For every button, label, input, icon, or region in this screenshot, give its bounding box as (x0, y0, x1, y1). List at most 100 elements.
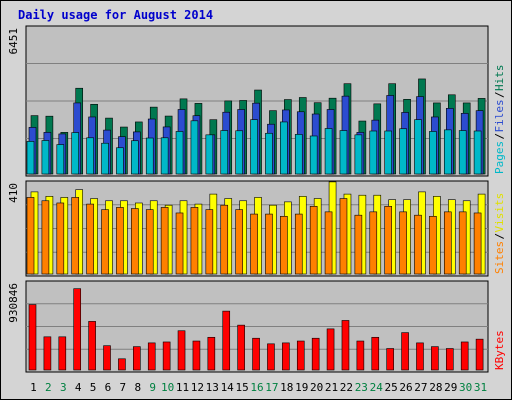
bar-visitors-sites-day-27 (414, 214, 422, 275)
bar-traffic-pages-day-24 (369, 130, 378, 175)
x-tick-label-28: 28 (429, 381, 442, 394)
bar-traffic-pages-day-13 (205, 134, 214, 175)
bar-traffic-pages-day-29 (443, 129, 452, 175)
bar-traffic-pages-day-7 (116, 147, 124, 175)
x-tick-label-21: 21 (325, 381, 338, 394)
legend-files: Files (493, 99, 506, 132)
bar-visitors-sites-day-21 (324, 211, 333, 275)
bar-kbytes-kbytes-day-29 (445, 348, 454, 371)
bar-visitors-sites-day-29 (443, 211, 452, 275)
x-tick-label-26: 26 (399, 381, 412, 394)
bar-traffic-pages-day-21 (324, 128, 333, 175)
bar-visitors-sites-day-15 (235, 209, 243, 275)
x-tick-label-10: 10 (161, 381, 174, 394)
bar-traffic-pages-day-8 (131, 140, 139, 175)
bar-kbytes-kbytes-day-9 (147, 342, 156, 371)
x-tick-label-19: 19 (295, 381, 308, 394)
bar-traffic-pages-day-23 (354, 134, 363, 175)
x-tick-label-27: 27 (414, 381, 427, 394)
x-tick-label-2: 2 (45, 381, 52, 394)
x-tick-label-4: 4 (75, 381, 82, 394)
bar-traffic-pages-day-1 (26, 141, 35, 175)
bar-kbytes-kbytes-day-6 (103, 345, 111, 371)
bar-kbytes-kbytes-day-19 (296, 340, 305, 371)
x-tick-label-30: 30 (459, 381, 472, 394)
bar-kbytes-kbytes-day-27 (416, 342, 424, 371)
bar-traffic-pages-day-27 (414, 119, 422, 175)
bar-kbytes-kbytes-day-8 (133, 346, 141, 371)
bar-visitors-sites-day-25 (384, 206, 392, 275)
bar-visitors-sites-day-12 (190, 207, 199, 275)
legend-sites: Sites (493, 241, 506, 274)
chart-title: Daily usage for August 2014 (18, 8, 213, 22)
bar-traffic-pages-day-22 (339, 130, 348, 175)
bar-visitors-sites-day-6 (101, 209, 109, 275)
bar-kbytes-kbytes-day-31 (475, 338, 484, 371)
bar-kbytes-kbytes-day-14 (222, 310, 231, 371)
bar-traffic-pages-day-2 (41, 140, 50, 175)
bar-kbytes-kbytes-day-22 (341, 320, 350, 371)
bar-traffic-pages-day-17 (265, 132, 273, 175)
bar-kbytes-kbytes-day-4 (73, 288, 82, 371)
bar-kbytes-kbytes-day-15 (237, 324, 245, 371)
bar-visitors-sites-day-10 (160, 207, 169, 275)
bar-visitors-sites-day-19 (294, 213, 303, 275)
x-tick-label-22: 22 (340, 381, 353, 394)
bar-visitors-sites-day-11 (175, 212, 184, 275)
x-tick-label-6: 6 (105, 381, 112, 394)
bar-visitors-sites-day-14 (220, 204, 229, 275)
bar-visitors-sites-day-16 (250, 213, 258, 275)
x-tick-label-18: 18 (280, 381, 293, 394)
x-tick-label-9: 9 (149, 381, 156, 394)
bar-kbytes-kbytes-day-11 (177, 330, 186, 371)
x-tick-label-15: 15 (235, 381, 248, 394)
bar-kbytes-kbytes-day-26 (401, 332, 409, 371)
bar-traffic-pages-day-18 (280, 121, 288, 175)
bar-kbytes-kbytes-day-25 (386, 348, 394, 371)
bar-traffic-pages-day-26 (399, 128, 407, 175)
panel-traffic-max-label: 6451 (7, 28, 20, 55)
bar-visitors-sites-day-23 (354, 214, 363, 275)
bar-visitors-sites-day-31 (473, 212, 482, 275)
x-tick-label-17: 17 (265, 381, 278, 394)
bar-traffic-pages-day-3 (56, 144, 65, 175)
bar-kbytes-kbytes-day-24 (371, 336, 380, 371)
bar-traffic-pages-day-30 (458, 130, 467, 175)
legend-kbytes: KBytes (493, 330, 506, 370)
bar-traffic-pages-day-10 (160, 137, 169, 175)
bar-traffic-pages-day-19 (294, 134, 303, 175)
bar-visitors-sites-day-26 (399, 211, 407, 275)
bar-visitors-sites-day-18 (280, 215, 288, 275)
bar-visitors-sites-day-13 (205, 209, 214, 275)
legend-separator: / (493, 91, 506, 98)
x-tick-label-16: 16 (250, 381, 263, 394)
legend-visits: Visits (493, 193, 506, 233)
bar-visitors-sites-day-22 (339, 198, 348, 275)
bar-kbytes-kbytes-day-7 (118, 358, 126, 371)
bar-visitors-sites-day-7 (116, 207, 124, 275)
x-tick-label-5: 5 (90, 381, 97, 394)
bar-visitors-sites-day-8 (131, 208, 139, 275)
bar-traffic-pages-day-5 (86, 137, 94, 175)
x-tick-label-14: 14 (221, 381, 235, 394)
bar-kbytes-kbytes-day-12 (192, 340, 201, 371)
bar-kbytes-kbytes-day-28 (431, 346, 439, 371)
bar-traffic-pages-day-20 (309, 135, 318, 175)
bar-visitors-sites-day-5 (86, 203, 94, 275)
bar-traffic-pages-day-12 (190, 120, 199, 175)
bar-kbytes-kbytes-day-21 (326, 328, 335, 371)
legend-separator: / (493, 133, 506, 140)
x-tick-label-11: 11 (176, 381, 189, 394)
panel-kbytes-max-label: 930846 (7, 283, 20, 323)
bar-traffic-pages-day-9 (145, 137, 154, 175)
bar-visitors-sites-day-28 (429, 215, 437, 275)
bar-kbytes-kbytes-day-13 (207, 336, 216, 371)
bar-kbytes-kbytes-day-30 (460, 341, 469, 371)
x-tick-label-8: 8 (134, 381, 141, 394)
x-tick-label-7: 7 (120, 381, 127, 394)
x-tick-label-1: 1 (30, 381, 37, 394)
bar-visitors-sites-day-4 (71, 197, 80, 275)
x-tick-label-12: 12 (191, 381, 204, 394)
bar-kbytes-kbytes-day-18 (282, 342, 290, 371)
